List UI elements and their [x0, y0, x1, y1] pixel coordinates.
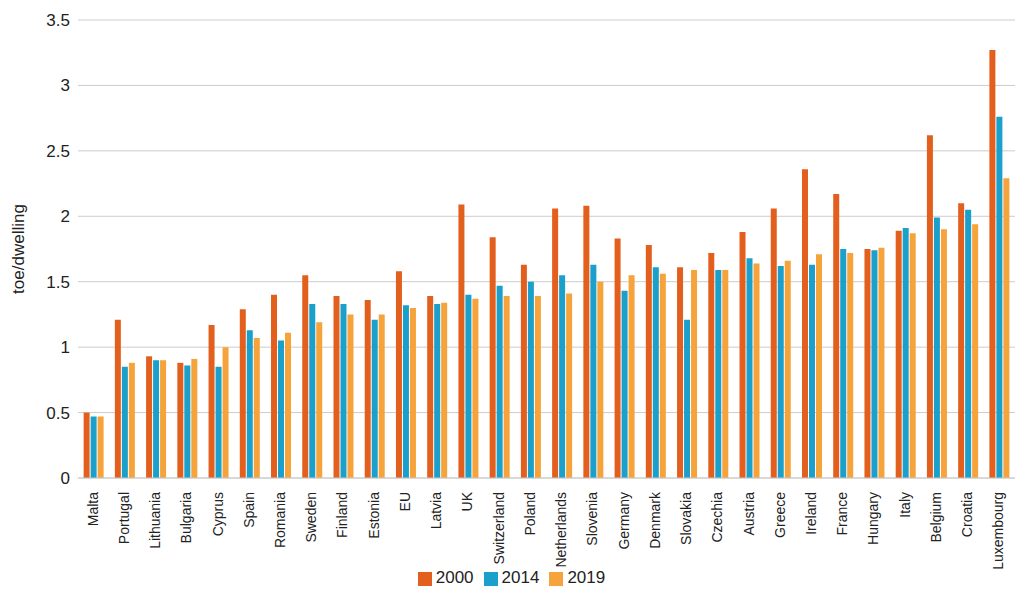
svg-text:Denmark: Denmark [647, 491, 663, 549]
svg-text:0: 0 [61, 469, 70, 488]
svg-text:EU: EU [397, 492, 413, 511]
svg-text:Germany: Germany [616, 492, 632, 550]
svg-text:Czechia: Czechia [709, 492, 725, 543]
svg-text:Malta: Malta [85, 492, 101, 526]
svg-text:1.5: 1.5 [46, 273, 70, 292]
svg-text:Italy: Italy [897, 492, 913, 518]
svg-text:Sweden: Sweden [303, 492, 319, 543]
svg-text:Lithuania: Lithuania [147, 492, 163, 549]
svg-text:Portugal: Portugal [116, 492, 132, 544]
svg-text:Netherlands: Netherlands [553, 492, 569, 568]
svg-text:France: France [834, 492, 850, 536]
svg-text:1: 1 [61, 338, 70, 357]
svg-text:Austria: Austria [741, 492, 757, 536]
svg-text:Spain: Spain [241, 492, 257, 528]
svg-text:UK: UK [459, 491, 475, 511]
svg-text:Latvia: Latvia [428, 492, 444, 530]
svg-text:Cyprus: Cyprus [210, 492, 226, 536]
html-text:2000: 2000 [435, 568, 474, 587]
svg-text:Slovenia: Slovenia [584, 492, 600, 546]
svg-text:Hungary: Hungary [865, 492, 881, 545]
html-text:2014: 2014 [501, 568, 540, 587]
svg-text:Switzerland: Switzerland [491, 492, 507, 564]
svg-text:3: 3 [61, 76, 70, 95]
svg-text:3.5: 3.5 [46, 11, 70, 30]
svg-text:Slovakia: Slovakia [678, 492, 694, 545]
svg-text:Finland: Finland [334, 492, 350, 538]
svg-text:2: 2 [61, 207, 70, 226]
svg-text:Ireland: Ireland [803, 492, 819, 535]
svg-text:Poland: Poland [522, 492, 538, 536]
svg-text:toe/dwelling: toe/dwelling [9, 204, 28, 294]
svg-text:Bulgaria: Bulgaria [178, 492, 194, 544]
svg-text:Belgium: Belgium [928, 492, 944, 543]
svg-text:Croatia: Croatia [959, 492, 975, 537]
svg-text:0.5: 0.5 [46, 404, 70, 423]
svg-text:2.5: 2.5 [46, 142, 70, 161]
html-text:2019: 2019 [567, 568, 606, 587]
svg-text:Estonia: Estonia [366, 492, 382, 539]
svg-text:Greece: Greece [772, 492, 788, 538]
svg-text:Romania: Romania [272, 492, 288, 548]
svg-text:Luxembourg: Luxembourg [990, 492, 1006, 570]
